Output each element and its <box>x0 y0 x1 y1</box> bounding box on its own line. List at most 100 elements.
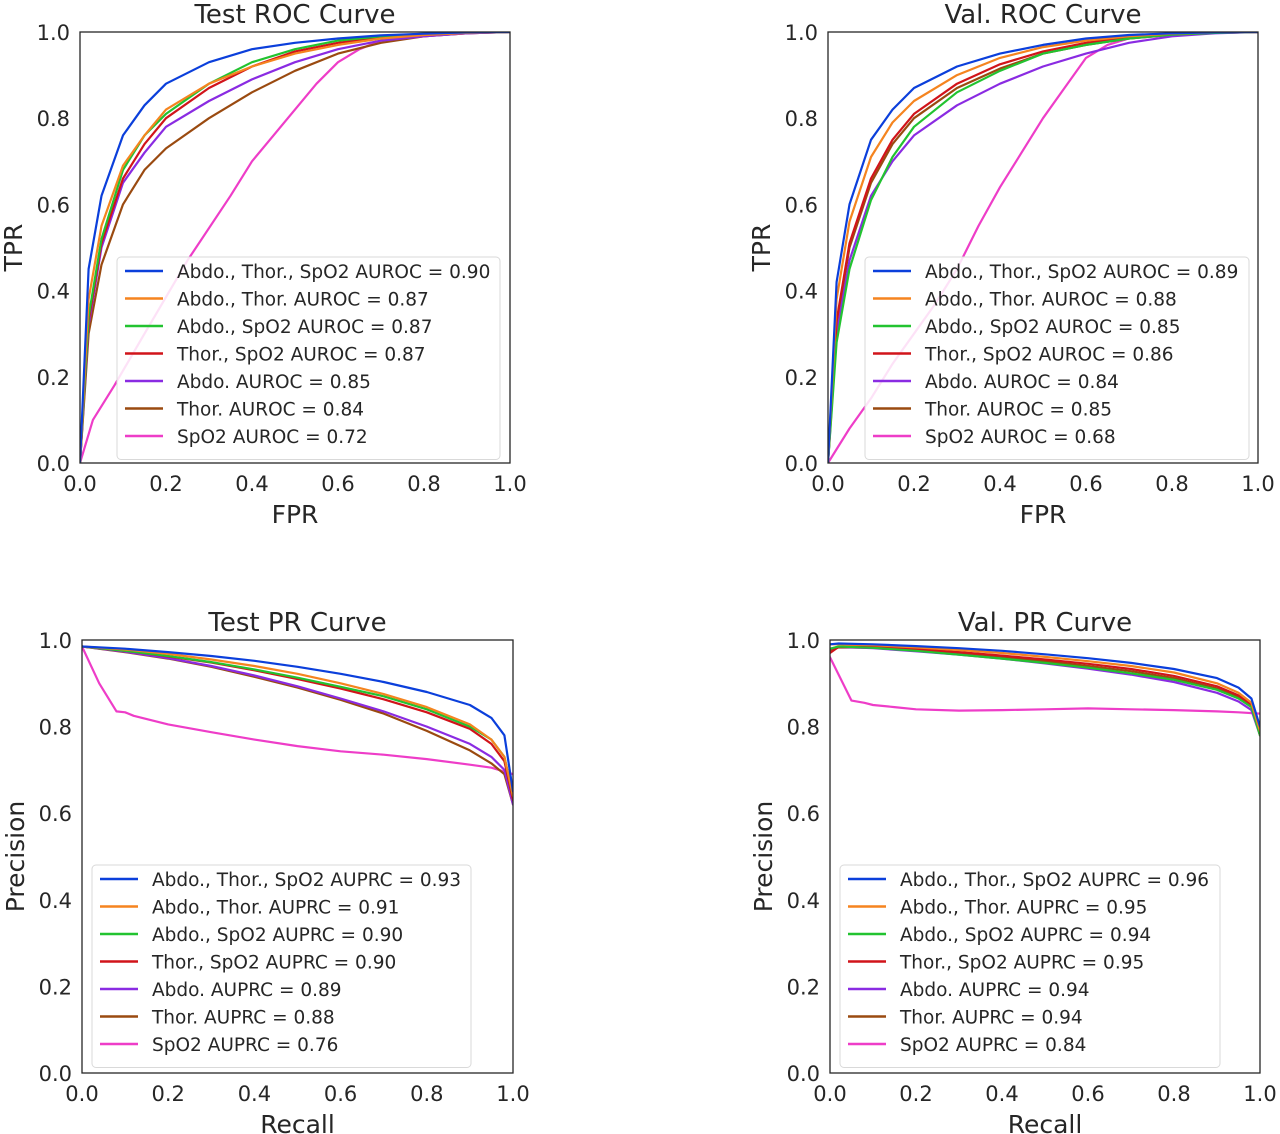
y-tick-label: 0.4 <box>39 889 72 913</box>
x-tick-label: 0.4 <box>238 1082 271 1106</box>
x-tick-label: 0.8 <box>1155 472 1188 496</box>
x-tick-label: 0.8 <box>1157 1082 1190 1106</box>
x-tick-label: 0.4 <box>983 472 1016 496</box>
y-tick-label: 0.2 <box>37 366 70 390</box>
legend-label: Thor., SpO2 AUPRC = 0.95 <box>899 953 1144 974</box>
legend-box <box>839 864 1221 1068</box>
legend-label: Thor., SpO2 AUROC = 0.86 <box>924 345 1174 366</box>
series-line-abdo-auroc-0-84 <box>828 32 1258 463</box>
x-tick-label: 0.0 <box>813 1082 846 1106</box>
y-tick-label: 0.6 <box>39 802 72 826</box>
series-line-abdo-thor-auprc-0-91 <box>82 645 513 798</box>
x-tick-label: 1.0 <box>1243 1082 1276 1106</box>
plot-frame <box>79 31 511 464</box>
x-tick-label: 0.4 <box>985 1082 1018 1106</box>
x-tick-label: 0.0 <box>811 472 844 496</box>
legend: Abdo., Thor., SpO2 AUROC = 0.90 Abdo., Th… <box>116 256 501 460</box>
chart-panel-test-pr-curve: Test PR Curve 0.0 0.2 0.4 0.6 0.8 1.0 0.0 0.2 0.4… <box>1 608 530 1134</box>
legend-label: Abdo., SpO2 AUPRC = 0.90 <box>152 925 403 946</box>
plot-frame <box>81 639 514 1074</box>
series-line-abdo-thor-spo2-auroc-0-90 <box>80 32 510 463</box>
legend-label: Thor. AUPRC = 0.88 <box>151 1008 335 1029</box>
plot-frame <box>829 639 1261 1074</box>
legend-label: Abdo., Thor. AUROC = 0.88 <box>925 290 1177 311</box>
legend-label: Thor. AUROC = 0.84 <box>176 400 364 421</box>
legend-label: Abdo., SpO2 AUROC = 0.87 <box>177 317 432 338</box>
legend-label: Abdo., Thor., SpO2 AUPRC = 0.96 <box>900 870 1209 891</box>
legend-label: Abdo., SpO2 AUROC = 0.85 <box>925 317 1180 338</box>
y-axis-label: Precision <box>1 801 30 913</box>
x-tick-label: 0.6 <box>1069 472 1102 496</box>
legend: Abdo., Thor., SpO2 AUPRC = 0.93 Abdo., Th… <box>91 864 472 1068</box>
legend-label: Abdo. AUROC = 0.85 <box>177 372 371 393</box>
legend-label: Abdo., Thor. AUPRC = 0.91 <box>152 898 399 919</box>
legend: Abdo., Thor., SpO2 AUPRC = 0.96 Abdo., Th… <box>839 864 1221 1068</box>
series-line-thor-spo2-auprc-0-95 <box>830 645 1260 737</box>
x-tick-label: 0.4 <box>235 472 268 496</box>
x-tick-label: 0.2 <box>897 472 930 496</box>
x-tick-label: 1.0 <box>1241 472 1274 496</box>
y-tick-label: 0.6 <box>37 193 70 217</box>
y-tick-label: 1.0 <box>39 629 72 653</box>
legend-label: SpO2 AUPRC = 0.84 <box>900 1035 1086 1056</box>
chart-title: Val. ROC Curve <box>944 0 1141 30</box>
x-tick-label: 0.2 <box>149 472 182 496</box>
y-axis-label: Precision <box>749 801 778 913</box>
series-line-abdo-thor-spo2-auprc-0-93 <box>82 645 513 793</box>
x-tick-label: 0.0 <box>65 1082 98 1106</box>
plot-frame <box>827 31 1259 464</box>
series-group <box>830 642 1260 737</box>
legend-label: Thor., SpO2 AUROC = 0.87 <box>176 345 426 366</box>
legend-label: Thor. AUPRC = 0.94 <box>899 1008 1083 1029</box>
x-tick-label: 0.0 <box>63 472 96 496</box>
series-line-abdo-auroc-0-85 <box>80 32 510 463</box>
series-line-abdo-spo2-auprc-0-94 <box>830 645 1260 737</box>
chart-title: Test ROC Curve <box>193 0 395 30</box>
legend-box <box>116 256 501 460</box>
legend-label: Abdo., SpO2 AUPRC = 0.94 <box>900 925 1151 946</box>
chart-panel-val-pr-curve: Val. PR Curve 0.0 0.2 0.4 0.6 0.8 1.0 0.0 0.2 0.4… <box>749 608 1277 1134</box>
legend-label: Abdo., Thor., SpO2 AUROC = 0.89 <box>925 262 1238 283</box>
series-line-abdo-thor-spo2-auprc-0-96 <box>830 642 1260 728</box>
y-tick-label: 0.0 <box>39 1062 72 1086</box>
chart-title: Test PR Curve <box>207 608 386 638</box>
x-tick-label: 0.6 <box>321 472 354 496</box>
y-tick-label: 0.0 <box>785 452 818 476</box>
y-tick-label: 0.8 <box>787 716 820 740</box>
legend-label: Thor., SpO2 AUPRC = 0.90 <box>151 953 396 974</box>
y-tick-label: 0.2 <box>787 975 820 999</box>
legend-box <box>91 864 472 1068</box>
legend-label: SpO2 AUROC = 0.68 <box>925 427 1116 448</box>
legend-label: Abdo. AUPRC = 0.94 <box>900 980 1090 1001</box>
legend-label: SpO2 AUROC = 0.72 <box>177 427 368 448</box>
x-axis-label: FPR <box>272 500 319 529</box>
series-group <box>82 645 513 806</box>
y-tick-label: 0.4 <box>37 280 70 304</box>
chart-panel-val-roc-curve: Val. ROC Curve 0.0 0.2 0.4 0.6 0.8 1.0 0.0 0.2 0.… <box>747 0 1275 529</box>
chart-title: Val. PR Curve <box>958 608 1132 638</box>
x-tick-label: 0.8 <box>407 472 440 496</box>
legend-label: Abdo., Thor. AUPRC = 0.95 <box>900 898 1147 919</box>
y-tick-label: 0.8 <box>785 107 818 131</box>
x-tick-label: 0.6 <box>324 1082 357 1106</box>
y-axis-label: TPR <box>0 224 28 273</box>
series-line-abdo-auprc-0-89 <box>82 645 513 806</box>
y-tick-label: 0.2 <box>39 975 72 999</box>
x-tick-label: 0.2 <box>899 1082 932 1106</box>
x-tick-label: 1.0 <box>493 472 526 496</box>
y-axis-label: TPR <box>747 224 776 273</box>
legend-label: Thor. AUROC = 0.85 <box>924 400 1112 421</box>
x-tick-label: 0.8 <box>410 1082 443 1106</box>
legend-label: Abdo., Thor. AUROC = 0.87 <box>177 290 429 311</box>
y-tick-label: 0.2 <box>785 366 818 390</box>
x-axis-label: FPR <box>1020 500 1067 529</box>
x-axis-label: Recall <box>1008 1110 1083 1134</box>
y-tick-label: 0.0 <box>37 452 70 476</box>
legend-label: Abdo., Thor., SpO2 AUPRC = 0.93 <box>152 870 461 891</box>
chart-panel-test-roc-curve: Test ROC Curve 0.0 0.2 0.4 0.6 0.8 1.0 0.0 0.2 0.… <box>0 0 527 529</box>
legend-label: Abdo., Thor., SpO2 AUROC = 0.90 <box>177 262 490 283</box>
series-line-abdo-spo2-auroc-0-85 <box>828 32 1258 463</box>
legend-label: SpO2 AUPRC = 0.76 <box>152 1035 338 1056</box>
y-tick-label: 0.8 <box>37 107 70 131</box>
